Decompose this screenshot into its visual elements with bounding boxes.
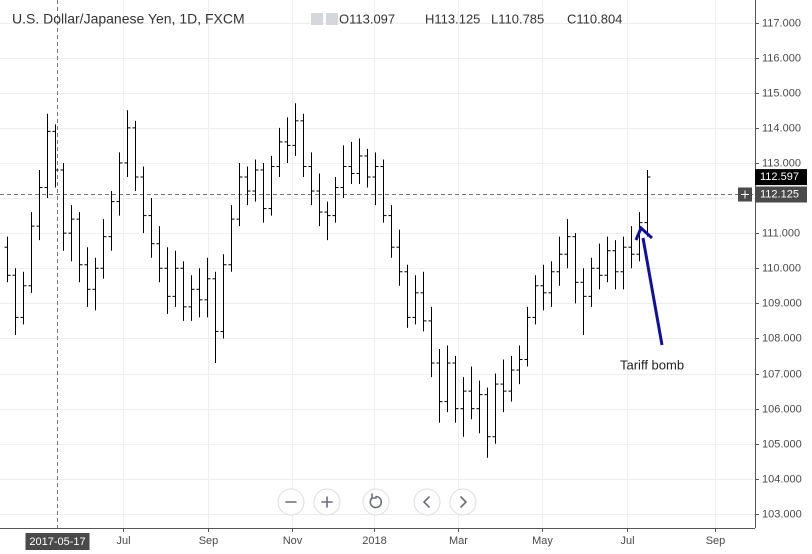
zoom-in-button[interactable]: [313, 488, 341, 516]
x-tick-label: Sep: [706, 535, 726, 547]
crosshair-x-label: 2017-05-17: [29, 536, 85, 548]
x-tick-label: Jul: [620, 535, 634, 547]
y-tick-label: 110.000: [762, 262, 801, 274]
zoom-out-button[interactable]: [277, 488, 305, 516]
y-tick-label: 116.000: [762, 52, 801, 64]
y-tick-label: 103.000: [762, 508, 802, 520]
button[interactable]: [449, 488, 477, 516]
button[interactable]: [413, 488, 441, 516]
last-price-box: [755, 169, 807, 186]
arrow-head: [634, 225, 654, 241]
icon[interactable]: [326, 13, 338, 25]
chart-title: U.S. Dollar/Japanese Yen, 1D, FXCM: [12, 11, 245, 27]
header-value: L110.785: [491, 11, 544, 26]
icon: [460, 496, 468, 508]
y-tick-label: 111.000: [762, 227, 800, 239]
last-price-label: 112.597: [760, 171, 799, 183]
x-tick-label: Sep: [199, 535, 219, 547]
annotation: Tariff bomb: [620, 357, 684, 372]
x-tick-label: Nov: [283, 535, 303, 547]
x-tick-label: Mar: [449, 535, 468, 547]
icon: [321, 496, 333, 508]
y-tick-label: 114.000: [762, 122, 801, 134]
reset-button[interactable]: [362, 488, 390, 516]
y-tick-label: 107.000: [762, 368, 802, 380]
x-tick-label: 2018: [362, 535, 386, 547]
add-alert-icon: [741, 190, 749, 199]
scroll-left-button[interactable]: [413, 488, 441, 516]
icon: [422, 496, 430, 508]
y-tick-label: 109.000: [762, 297, 802, 309]
icon: [369, 493, 383, 509]
x-tick-label: Jul: [116, 535, 130, 547]
y-tick-label: 108.000: [762, 332, 802, 344]
header-value: O113.097: [339, 11, 395, 26]
scroll-right-button[interactable]: [449, 488, 477, 516]
crosshair-x-box: [25, 533, 90, 550]
icon[interactable]: [311, 13, 323, 25]
axes: 103.000 104.000 105.000 106.000 107.000 108.0…: [25, 17, 807, 550]
grid: [0, 0, 755, 528]
crosshair-y-box: [755, 186, 807, 203]
button[interactable]: [362, 488, 390, 516]
y-tick-label: 104.000: [762, 473, 802, 485]
header-value: C110.804: [567, 11, 622, 26]
y-tick-label: 105.000: [762, 438, 802, 450]
y-tick-label: 113.000: [762, 157, 801, 169]
bars: [4, 103, 651, 458]
crosshair-y-label: 112.125: [760, 188, 799, 200]
y-tick-label: 106.000: [762, 403, 802, 415]
y-tick-label: 115.000: [762, 87, 801, 99]
header-value: H113.125: [425, 11, 480, 26]
y-tick-label: 117.000: [762, 17, 801, 29]
x-tick-label: May: [532, 535, 553, 547]
annotation-arrow: [641, 237, 664, 346]
